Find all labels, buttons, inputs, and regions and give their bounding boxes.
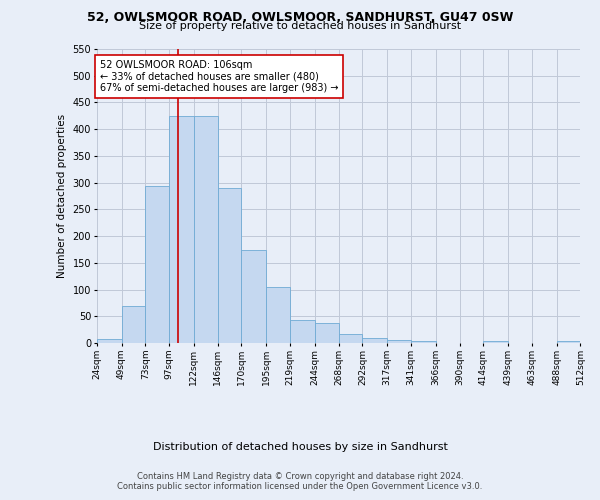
- Bar: [241, 250, 266, 343]
- Bar: [97, 339, 122, 343]
- Text: Contains HM Land Registry data © Crown copyright and database right 2024.: Contains HM Land Registry data © Crown c…: [137, 472, 463, 481]
- Text: Distribution of detached houses by size in Sandhurst: Distribution of detached houses by size …: [152, 442, 448, 452]
- Bar: [122, 306, 145, 343]
- Bar: [315, 324, 338, 343]
- Bar: [169, 116, 194, 343]
- Bar: [266, 287, 290, 343]
- Bar: [484, 341, 508, 343]
- Bar: [557, 341, 580, 343]
- Bar: [218, 188, 241, 343]
- Text: Contains public sector information licensed under the Open Government Licence v3: Contains public sector information licen…: [118, 482, 482, 491]
- Text: Size of property relative to detached houses in Sandhurst: Size of property relative to detached ho…: [139, 21, 461, 31]
- Bar: [290, 320, 315, 343]
- Text: 52 OWLSMOOR ROAD: 106sqm
← 33% of detached houses are smaller (480)
67% of semi-: 52 OWLSMOOR ROAD: 106sqm ← 33% of detach…: [100, 60, 338, 93]
- Bar: [338, 334, 362, 343]
- Y-axis label: Number of detached properties: Number of detached properties: [57, 114, 67, 278]
- Bar: [194, 116, 218, 343]
- Bar: [411, 342, 436, 343]
- Text: 52, OWLSMOOR ROAD, OWLSMOOR, SANDHURST, GU47 0SW: 52, OWLSMOOR ROAD, OWLSMOOR, SANDHURST, …: [87, 11, 513, 24]
- Bar: [387, 340, 411, 343]
- Bar: [362, 338, 387, 343]
- Bar: [145, 186, 169, 343]
